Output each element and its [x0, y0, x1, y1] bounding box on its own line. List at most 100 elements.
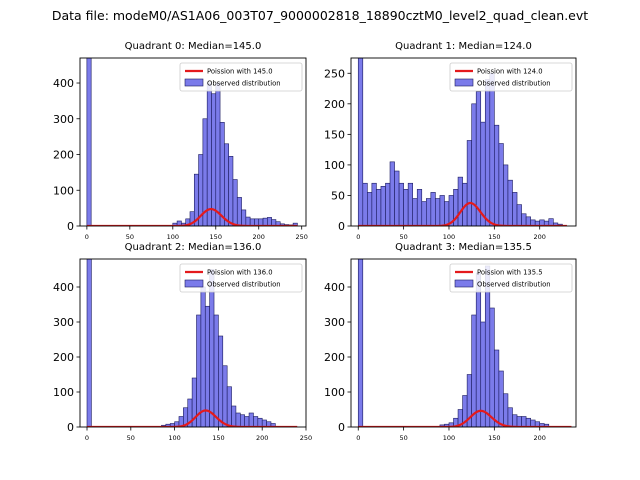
y-tick-label: 0 [338, 220, 345, 233]
histogram-bar [371, 182, 377, 226]
histogram-bar [489, 307, 495, 427]
x-tick-label: 200 [256, 434, 268, 442]
poisson-curve [358, 201, 567, 226]
histogram-bar [196, 314, 202, 427]
subplot-quadrant-1: Quadrant 1: Median=124.0 0 50 100 150 200 0 50 1… [324, 41, 577, 241]
y-tick-label: 50 [331, 189, 345, 202]
histogram-bar [548, 218, 554, 226]
x-tick-label: 150 [488, 233, 500, 241]
legend: Poission with 135.5 Observed distribution [449, 263, 573, 293]
subplot-title: Quadrant 3: Median=135.5 [395, 242, 532, 253]
y-tick-label: 300 [53, 113, 74, 126]
legend-box [179, 263, 303, 293]
histogram-bar [516, 204, 522, 226]
x-tick-label: 50 [127, 434, 135, 442]
histogram-bar [494, 124, 500, 226]
plot-area [86, 259, 298, 427]
legend-box [449, 62, 573, 92]
y-tick-label: 150 [324, 128, 345, 141]
histogram-bar [222, 365, 228, 427]
histogram-bar [219, 122, 225, 226]
x-tick-label: 0 [356, 434, 360, 442]
x-tick-label: 200 [253, 233, 265, 241]
histogram-bar [525, 216, 531, 226]
histogram-bar [241, 209, 247, 226]
histogram-bar [357, 259, 364, 427]
y-tick-label: 300 [324, 316, 345, 329]
histogram-bar [86, 259, 92, 427]
axes-frame [79, 258, 307, 428]
x-tick-label: 50 [126, 233, 134, 241]
histogram-bar [503, 393, 509, 427]
histogram-bar [376, 189, 382, 226]
legend-bar-swatch [184, 279, 204, 288]
histogram-bar [512, 414, 518, 427]
legend-label-observed: Observed distribution [207, 80, 281, 88]
histogram-bar [389, 161, 395, 226]
histogram-bar [525, 417, 531, 427]
histogram-bar [226, 386, 232, 427]
y-tick-label: 100 [53, 184, 74, 197]
legend-label-poisson: Poission with 145.0 [207, 68, 273, 76]
histogram-bar [257, 417, 263, 427]
histogram-bar [439, 195, 445, 226]
x-tick-label: 0 [356, 233, 360, 241]
y-tick-label: 200 [324, 351, 345, 364]
histogram-bar [471, 103, 477, 226]
poisson-curve [87, 409, 298, 427]
histogram-bar [543, 423, 550, 427]
y-tick-label: 400 [53, 77, 74, 90]
legend-label-observed: Observed distribution [477, 80, 551, 88]
histogram-bar [412, 198, 418, 226]
histogram-bar [236, 197, 242, 226]
y-tick-label: 200 [53, 351, 74, 364]
x-tick-label: 150 [488, 434, 500, 442]
histogram-bar [484, 79, 491, 226]
x-tick-label: 100 [443, 233, 455, 241]
legend-box [179, 62, 303, 92]
subplot-quadrant-0: Quadrant 0: Median=145.0 0 50 100 150 200 250 0… [53, 41, 308, 241]
legend-bar-swatch [454, 78, 474, 87]
legend-label-poisson: Poission with 136.0 [207, 269, 273, 277]
y-tick-label: 250 [324, 67, 345, 80]
histogram-bar [489, 72, 495, 226]
subplot-title: Quadrant 1: Median=124.0 [395, 41, 532, 52]
plot-area [357, 58, 567, 226]
histogram-bar [435, 198, 441, 226]
histogram-bar [215, 82, 221, 226]
histogram-bar [204, 305, 210, 427]
y-tick-label: 0 [67, 220, 74, 233]
y-tick-label: 400 [324, 281, 345, 294]
histogram-bar [398, 182, 404, 226]
histogram-bar [498, 370, 504, 427]
histogram-bar [457, 176, 463, 226]
subplot-quadrant-3: Quadrant 3: Median=135.5 0 50 100 150 200 0 100… [324, 242, 577, 442]
histogram-bar [475, 272, 482, 427]
x-tick-label: 150 [210, 233, 222, 241]
histogram-bar [521, 416, 527, 427]
histogram-bar [394, 170, 400, 226]
subplot-quadrant-2: Quadrant 2: Median=136.0 0 50 100 150 200 250 0… [53, 242, 312, 442]
histogram-bar [516, 416, 522, 427]
histogram-bar [235, 412, 241, 427]
histogram-bar [362, 182, 368, 226]
x-tick-label: 100 [168, 434, 180, 442]
histogram-bar [466, 140, 472, 226]
histogram-bar [407, 182, 413, 226]
histogram-bar [471, 314, 477, 427]
histogram-bar [416, 189, 423, 226]
axes-frame [79, 57, 307, 227]
histogram-bar [494, 349, 500, 427]
y-tick-label: 400 [53, 281, 74, 294]
histogram-bar [357, 58, 364, 226]
plot-area [86, 58, 298, 226]
histogram-bar [240, 414, 245, 427]
legend-label-poisson: Poission with 135.5 [477, 269, 543, 277]
y-tick-label: 0 [67, 421, 74, 434]
y-tick-label: 100 [324, 386, 345, 399]
histogram-bar [200, 286, 206, 427]
histogram-bar [507, 407, 513, 427]
histogram-bar [512, 192, 518, 226]
legend-label-poisson: Poission with 124.0 [477, 68, 543, 76]
